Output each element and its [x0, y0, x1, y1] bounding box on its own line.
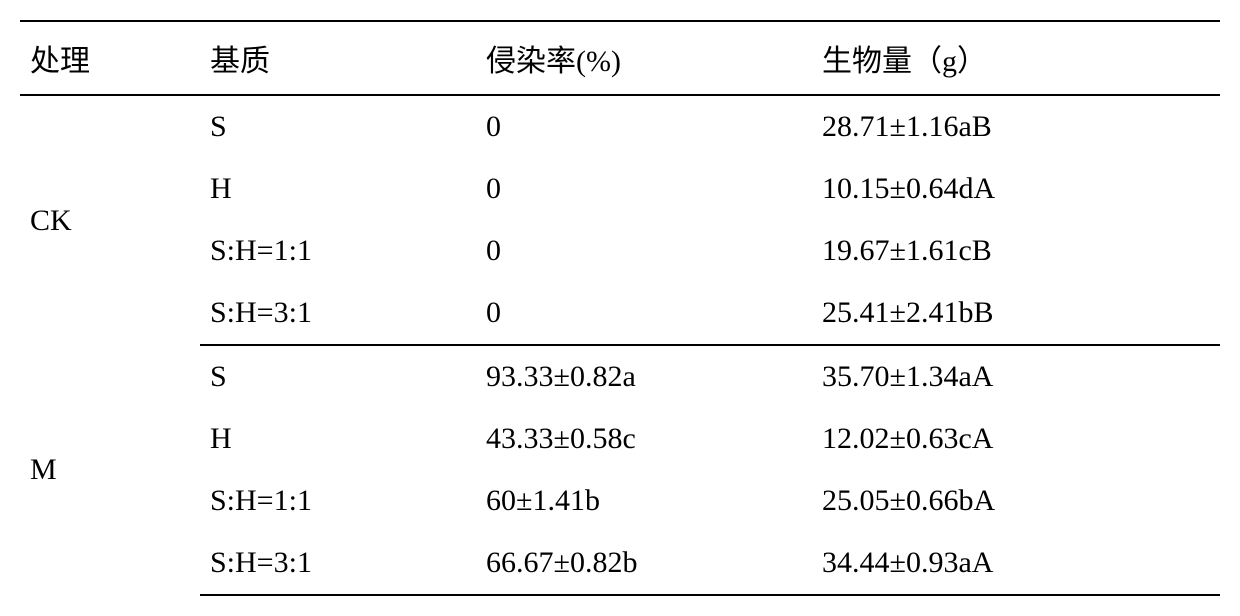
col-header-biomass: 生物量（g） [812, 21, 1220, 95]
cell-infection: 43.33±0.58c [476, 408, 812, 470]
table-row: S:H=1:1 0 19.67±1.61cB [20, 220, 1220, 282]
cell-infection: 0 [476, 282, 812, 345]
cell-substrate: S [200, 345, 476, 408]
cell-infection: 0 [476, 95, 812, 158]
cell-substrate: S:H=3:1 [200, 532, 476, 595]
cell-infection: 93.33±0.82a [476, 345, 812, 408]
cell-biomass: 25.41±2.41bB [812, 282, 1220, 345]
table-row: M S 93.33±0.82a 35.70±1.34aA [20, 345, 1220, 408]
table-row: S:H=3:1 66.67±0.82b 34.44±0.93aA [20, 532, 1220, 595]
table-header-row: 处理 基质 侵染率(%) 生物量（g） [20, 21, 1220, 95]
cell-biomass: 10.15±0.64dA [812, 158, 1220, 220]
cell-biomass: 19.67±1.61cB [812, 220, 1220, 282]
col-header-substrate: 基质 [200, 21, 476, 95]
cell-substrate: S [200, 95, 476, 158]
table-row: H 0 10.15±0.64dA [20, 158, 1220, 220]
cell-treatment: M [20, 345, 200, 595]
cell-infection: 60±1.41b [476, 470, 812, 532]
cell-substrate: H [200, 158, 476, 220]
table-row: S:H=3:1 0 25.41±2.41bB [20, 282, 1220, 345]
table-row: H 43.33±0.58c 12.02±0.63cA [20, 408, 1220, 470]
cell-substrate: S:H=3:1 [200, 282, 476, 345]
table-row: CK S 0 28.71±1.16aB [20, 95, 1220, 158]
cell-infection: 0 [476, 220, 812, 282]
cell-biomass: 35.70±1.34aA [812, 345, 1220, 408]
col-header-treatment: 处理 [20, 21, 200, 95]
cell-biomass: 28.71±1.16aB [812, 95, 1220, 158]
cell-substrate: S:H=1:1 [200, 220, 476, 282]
cell-substrate: S:H=1:1 [200, 470, 476, 532]
data-table: 处理 基质 侵染率(%) 生物量（g） CK S 0 28.71±1.16aB … [20, 20, 1220, 596]
table-row: S:H=1:1 60±1.41b 25.05±0.66bA [20, 470, 1220, 532]
cell-biomass: 12.02±0.63cA [812, 408, 1220, 470]
col-header-infection: 侵染率(%) [476, 21, 812, 95]
cell-biomass: 34.44±0.93aA [812, 532, 1220, 595]
cell-infection: 0 [476, 158, 812, 220]
cell-biomass: 25.05±0.66bA [812, 470, 1220, 532]
cell-treatment: CK [20, 95, 200, 345]
cell-substrate: H [200, 408, 476, 470]
cell-infection: 66.67±0.82b [476, 532, 812, 595]
